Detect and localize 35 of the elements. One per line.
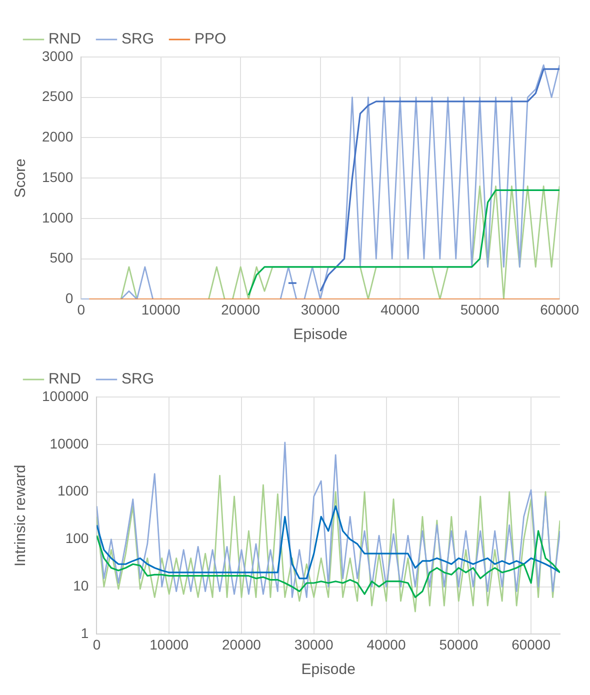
x-tick-label: 40000 xyxy=(380,301,420,318)
y-tick-label: 10 xyxy=(73,578,89,594)
y-tick-label: 100 xyxy=(65,530,89,546)
legend-label: RND xyxy=(48,370,82,388)
x-axis-title: Episode xyxy=(293,326,348,344)
legend-label: PPO xyxy=(194,30,226,48)
x-tick-label: 0 xyxy=(92,636,101,652)
y-tick-label: 3000 xyxy=(42,48,74,64)
legend-label: SRG xyxy=(122,370,154,388)
y-tick-label: 1500 xyxy=(42,168,74,185)
y-tick-label: 500 xyxy=(50,250,74,266)
x-tick-label: 60000 xyxy=(512,636,551,652)
x-tick-label: 40000 xyxy=(366,636,406,652)
x-tick-label: 60000 xyxy=(540,301,580,318)
y-tick-label: 1000 xyxy=(42,209,74,226)
legend-label: RND xyxy=(48,30,82,48)
y-tick-label: 100000 xyxy=(42,388,89,404)
x-tick-label: 30000 xyxy=(294,636,334,652)
x-tick-label: 20000 xyxy=(222,636,262,652)
y-axis-title: Intrinsic reward xyxy=(12,464,30,566)
y-tick-label: 1000 xyxy=(58,482,89,499)
y-tick-label: 2000 xyxy=(42,128,74,145)
y-tick-label: 0 xyxy=(65,290,74,306)
x-tick-label: 10000 xyxy=(150,636,189,652)
legend-label: SRG xyxy=(122,30,154,48)
x-tick-label: 50000 xyxy=(439,636,478,652)
x-tick-label: 20000 xyxy=(221,301,260,318)
x-tick-label: 30000 xyxy=(300,301,340,318)
y-axis-title: Score xyxy=(12,158,30,198)
y-tick-label: 10000 xyxy=(50,435,89,452)
y-tick-label: 2500 xyxy=(42,88,74,104)
x-tick-label: 10000 xyxy=(141,301,181,318)
y-tick-label: 1 xyxy=(80,625,89,642)
x-axis-title: Episode xyxy=(301,661,356,678)
x-tick-label: 50000 xyxy=(460,301,500,318)
